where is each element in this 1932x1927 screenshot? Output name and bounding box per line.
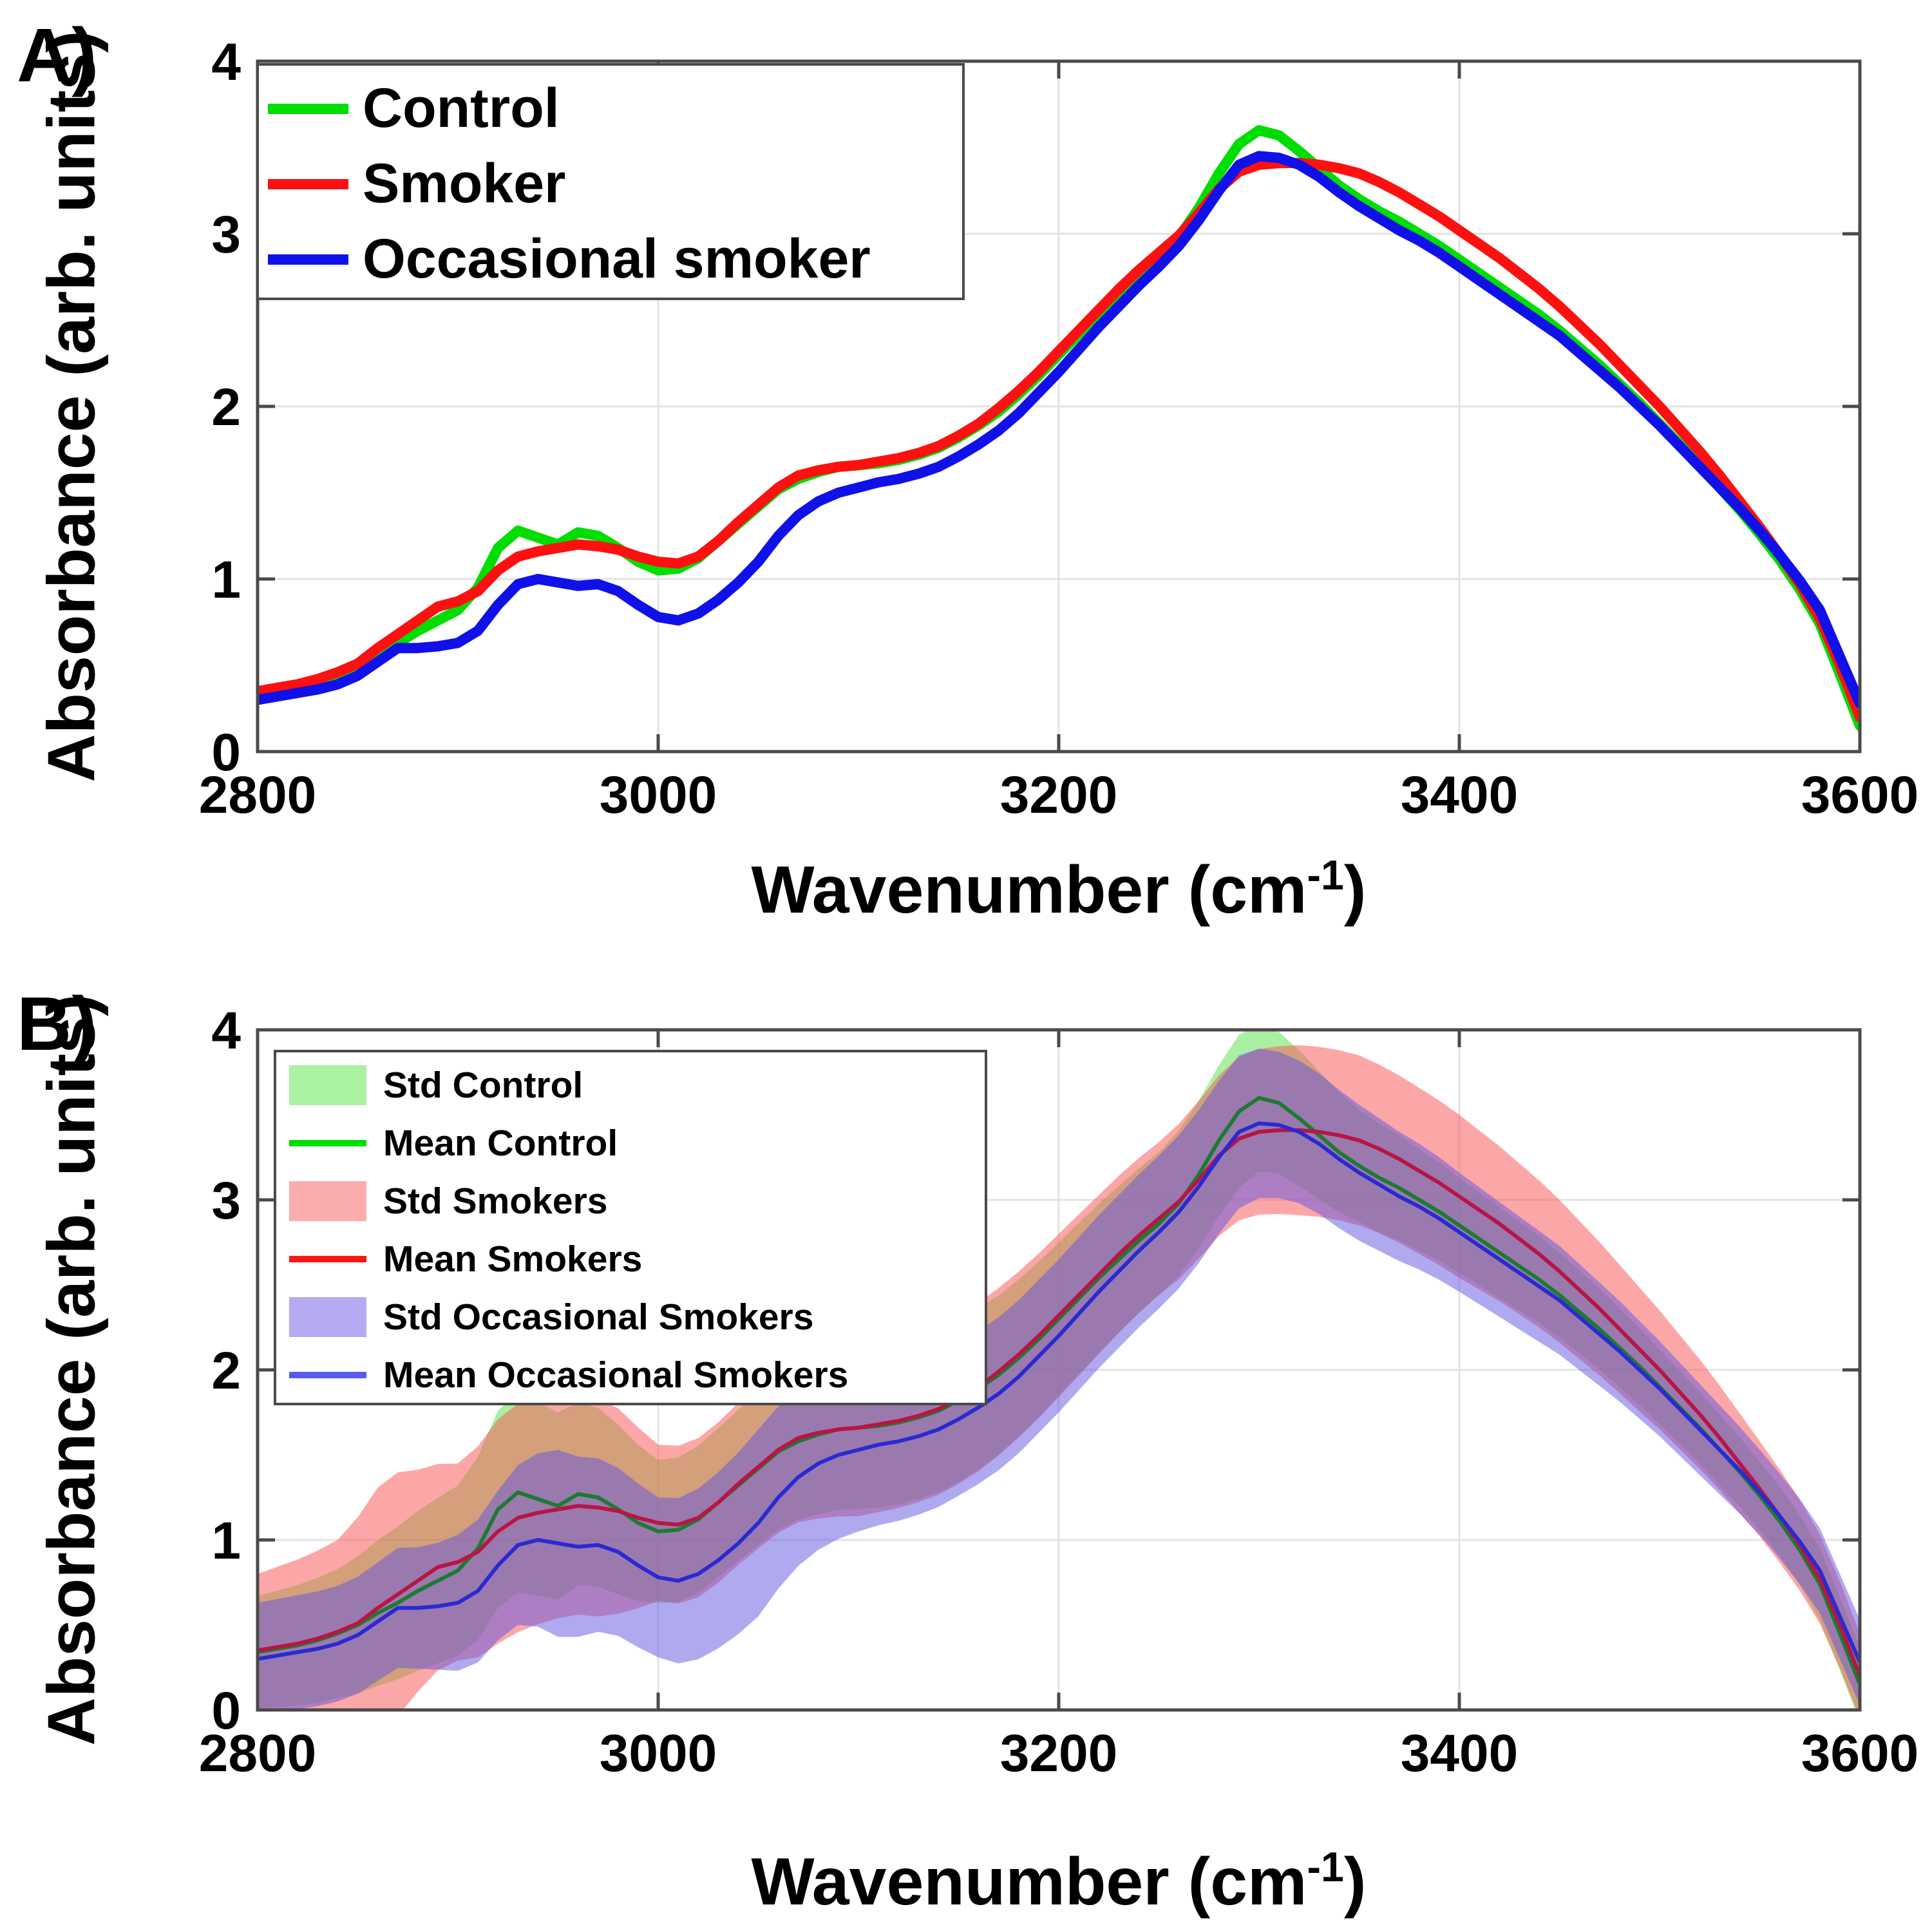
legend-item: Smoker	[259, 146, 962, 222]
legend-item: Mean Smokers	[276, 1230, 985, 1288]
series-line-occasional-smoker	[258, 151, 1860, 708]
legend-item: Std Smokers	[276, 1172, 985, 1230]
legend-item: Control	[259, 71, 962, 146]
y-axis-label-b: Absorbance (arb. units)	[34, 994, 109, 1746]
x-tick-label: 3000	[600, 766, 717, 824]
x-tick-label: 2800	[199, 1724, 316, 1783]
x-tick-label: 3400	[1401, 766, 1518, 824]
y-tick-label: 0	[211, 1682, 241, 1740]
legend-panel-a: Control Smoker Occasional smoker	[256, 63, 965, 300]
legend-panel-b: Std Control Mean Control Std Smokers Mean S…	[274, 1050, 987, 1405]
mean-line-mean-control	[258, 1096, 1860, 1687]
y-tick-label: 4	[211, 33, 241, 91]
legend-line-swatch	[289, 1372, 366, 1378]
y-tick-label: 2	[211, 378, 241, 437]
legend-label: Smoker	[363, 153, 566, 214]
x-axis-label-a: Wavenumber (cm-1)	[751, 852, 1367, 927]
legend-line-swatch	[268, 254, 348, 265]
y-tick-label: 3	[211, 205, 241, 264]
series-line-smoker	[258, 158, 1860, 723]
x-axis-label-b: Wavenumber (cm-1)	[751, 1844, 1367, 1919]
legend-line-swatch	[268, 178, 348, 189]
legend-label: Mean Control	[383, 1123, 618, 1164]
x-tick-label: 3400	[1401, 1724, 1518, 1783]
x-tick-label: 2800	[199, 766, 316, 824]
legend-patch-swatch	[289, 1181, 366, 1221]
x-tick-label: 3600	[1801, 1724, 1918, 1783]
mean-line-mean-smokers	[258, 1128, 1860, 1678]
legend-patch-swatch	[289, 1065, 366, 1105]
legend-line-swatch	[268, 103, 348, 114]
panel-b-label: B)	[17, 982, 97, 1067]
y-tick-label: 2	[211, 1342, 241, 1400]
legend-line-swatch	[289, 1256, 366, 1262]
legend-patch-swatch	[289, 1297, 366, 1337]
legend-label: Mean Smokers	[383, 1239, 643, 1280]
legend-item: Mean Control	[276, 1114, 985, 1172]
y-tick-label: 0	[211, 723, 241, 782]
panel-a-label: A)	[17, 13, 97, 98]
y-tick-label: 4	[211, 1001, 241, 1060]
x-tick-label: 3600	[1801, 766, 1918, 824]
legend-label: Std Occasional Smokers	[383, 1296, 814, 1338]
legend-item: Mean Occasional Smokers	[276, 1346, 985, 1404]
panel-b-plot: 2800 3000 3200 3400 3600 0 1 2 3 4	[199, 1001, 1918, 1783]
band-std-occasional-smokers	[258, 1049, 1860, 1710]
x-tick-label: 3200	[1000, 766, 1117, 824]
legend-line-swatch	[289, 1140, 366, 1146]
y-axis-label-a: Absorbance (arb. units)	[34, 30, 109, 783]
legend-item: Std Control	[276, 1056, 985, 1114]
panel-b-curves	[258, 1030, 1860, 1710]
panel-a-curves	[258, 125, 1860, 731]
legend-label: Std Control	[383, 1065, 583, 1106]
y-tick-label: 3	[211, 1172, 241, 1230]
legend-label: Occasional smoker	[363, 228, 871, 290]
mean-line-mean-occasional-smokers	[258, 1121, 1860, 1665]
y-tick-label: 1	[211, 551, 241, 609]
legend-item: Std Occasional Smokers	[276, 1288, 985, 1346]
legend-label: Std Smokers	[383, 1181, 608, 1222]
legend-label: Control	[363, 77, 560, 139]
legend-item: Occasional smoker	[259, 222, 962, 297]
x-tick-label: 3000	[600, 1724, 717, 1783]
y-tick-label: 1	[211, 1512, 241, 1570]
x-tick-label: 3200	[1000, 1724, 1117, 1783]
legend-label: Mean Occasional Smokers	[383, 1354, 849, 1396]
